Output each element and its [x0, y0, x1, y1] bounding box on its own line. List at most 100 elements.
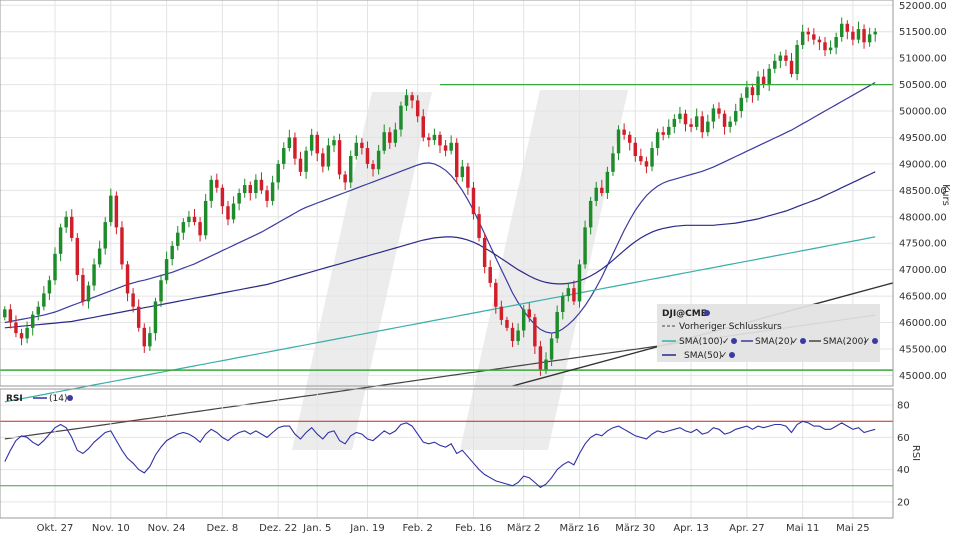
candle: [203, 193, 208, 240]
candle: [371, 160, 375, 177]
x-tick-label: Jan. 19: [349, 523, 385, 534]
price-tick-label: 51500.00: [899, 27, 947, 38]
legend-gear-icon[interactable]: [729, 352, 735, 358]
legend-item-prevclose: Vorheriger Schlusskurs: [679, 322, 782, 332]
x-tick-label: März 2: [507, 523, 541, 534]
legend-item-sma20: SMA(20): [755, 337, 793, 347]
candle: [58, 223, 63, 262]
rsi-title: RSI: [6, 394, 23, 404]
candle: [494, 278, 498, 314]
rsi-gear-icon[interactable]: [67, 395, 73, 401]
price-tick-label: 52000.00: [899, 1, 947, 12]
candle: [862, 24, 866, 49]
candle: [600, 179, 604, 197]
candle: [510, 322, 515, 348]
legend-gear-icon[interactable]: [704, 310, 710, 316]
candle: [728, 116, 732, 133]
candle: [388, 127, 392, 149]
legend-check-icon[interactable]: ✓: [863, 337, 871, 347]
candle: [633, 137, 638, 162]
x-axis: Okt. 27 Nov. 10 Nov. 24 Dez. 8 Dez. 22 Jan. 5…: [37, 523, 870, 534]
candle: [706, 114, 710, 137]
candle: [443, 139, 448, 157]
candle: [343, 170, 347, 190]
candle: [293, 132, 297, 165]
candle: [360, 138, 364, 155]
candle: [326, 138, 331, 171]
candle: [717, 102, 721, 119]
candle: [14, 315, 18, 338]
rsi-tick-label: 20: [897, 497, 910, 508]
legend-item-sma50: SMA(50): [684, 351, 722, 361]
candle: [176, 225, 180, 251]
legend-gear-icon[interactable]: [731, 338, 737, 344]
candle: [81, 268, 85, 306]
legend-box: [657, 304, 880, 362]
candle: [756, 71, 760, 101]
candle: [142, 323, 147, 353]
candle: [192, 208, 197, 226]
x-tick-label: Feb. 16: [455, 523, 492, 534]
x-tick-label: Okt. 27: [37, 523, 74, 534]
legend-item-sma200: SMA(200): [823, 337, 867, 347]
price-tick-label: 47500.00: [899, 239, 947, 250]
candle: [840, 17, 844, 42]
candle: [683, 109, 688, 132]
rsi-tick-label: 60: [897, 433, 910, 444]
candle: [594, 181, 598, 207]
candle: [25, 321, 29, 344]
candle: [209, 175, 213, 208]
candle: [644, 156, 649, 174]
x-tick-label: Dez. 22: [259, 523, 297, 534]
candle: [789, 53, 794, 78]
candle: [588, 196, 593, 235]
candle: [282, 142, 286, 170]
candle: [733, 103, 738, 126]
candle: [242, 178, 247, 198]
candle: [778, 51, 783, 69]
candle: [248, 181, 253, 201]
candle: [64, 211, 68, 233]
candle: [427, 133, 431, 147]
rsi-axis-label: RSI: [910, 445, 921, 461]
candle: [164, 251, 169, 284]
candle: [611, 146, 615, 176]
candle: [181, 218, 186, 240]
x-tick-label: Nov. 24: [148, 523, 186, 534]
legend-item-sma100: SMA(100): [679, 337, 723, 347]
rsi-legend: RSI (14): [6, 394, 73, 404]
candle: [667, 119, 671, 139]
candle: [639, 148, 643, 166]
candle: [650, 141, 654, 172]
legend-check-icon[interactable]: ✓: [791, 337, 799, 347]
candle: [700, 111, 704, 139]
candle: [761, 69, 766, 89]
candle: [410, 91, 414, 109]
candle: [566, 282, 571, 302]
candle: [689, 118, 693, 133]
candle: [304, 146, 308, 179]
price-tick-label: 47000.00: [899, 265, 947, 276]
candle: [555, 305, 559, 344]
legend-gear-icon[interactable]: [800, 338, 806, 344]
price-tick-label: 48500.00: [899, 186, 947, 197]
candle: [47, 275, 52, 301]
x-tick-label: Feb. 2: [402, 523, 432, 534]
candle: [332, 135, 336, 153]
candle: [800, 24, 805, 50]
candle: [521, 305, 526, 338]
candle: [337, 133, 342, 180]
candle: [97, 240, 102, 268]
x-tick-label: Apr. 13: [673, 523, 708, 534]
candle: [499, 300, 504, 326]
candle: [270, 175, 275, 206]
candle: [382, 124, 386, 155]
legend-check-icon[interactable]: ✓: [720, 351, 728, 361]
legend-gear-icon[interactable]: [872, 338, 878, 344]
candle: [354, 135, 359, 160]
candle: [482, 233, 487, 274]
price-axis: 45000.00 45500.00 46000.00 46500.00 47000.00…: [899, 1, 947, 382]
rsi-lines: [0, 420, 893, 489]
legend-check-icon[interactable]: ✓: [722, 337, 730, 347]
